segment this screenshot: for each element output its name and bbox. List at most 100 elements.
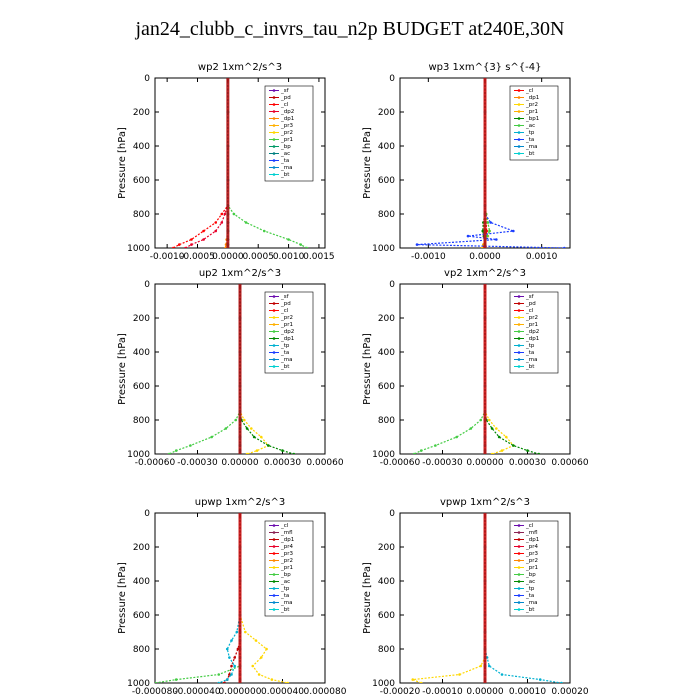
y-tick-label: 1000 bbox=[127, 450, 150, 460]
x-tick-label: -0.00020 bbox=[380, 687, 421, 697]
data-point bbox=[434, 444, 437, 447]
legend-marker bbox=[272, 524, 276, 527]
y-tick-label: 800 bbox=[378, 645, 395, 655]
legend-label: _ma bbox=[525, 357, 537, 363]
panel-title: vp2 1xm^2/s^3 bbox=[444, 268, 526, 279]
y-tick-label: 200 bbox=[133, 314, 150, 324]
panel-title: up2 1xm^2/s^3 bbox=[199, 268, 281, 279]
data-point bbox=[228, 656, 231, 659]
legend-label: _pr1 bbox=[525, 565, 538, 571]
x-tick-label: 0.0005 bbox=[242, 252, 274, 262]
data-point bbox=[242, 418, 246, 422]
legend-label: _pr1 bbox=[280, 565, 293, 571]
legend-label: _bp bbox=[280, 144, 291, 150]
legend-label: _cl bbox=[280, 308, 289, 314]
legend-marker bbox=[272, 302, 276, 305]
legend-marker bbox=[517, 545, 521, 548]
legend-label: _ac bbox=[280, 151, 290, 157]
legend-marker bbox=[517, 594, 521, 597]
data-point bbox=[177, 243, 181, 246]
data-point bbox=[479, 664, 483, 668]
x-tick-label: -0.00060 bbox=[135, 458, 176, 468]
y-tick-label: 600 bbox=[378, 176, 395, 186]
data-point bbox=[190, 243, 193, 246]
chart-panel-3: up2 1xm^2/s^3 0 200 400 600 800 1000 Pressure [… bbox=[117, 268, 344, 468]
y-tick-label: 0 bbox=[144, 509, 150, 519]
series-group bbox=[171, 78, 309, 248]
data-point bbox=[225, 678, 229, 681]
data-point bbox=[184, 246, 187, 248]
data-point bbox=[466, 234, 470, 238]
y-tick-label: 0 bbox=[144, 280, 150, 290]
data-point bbox=[497, 435, 501, 439]
legend-marker bbox=[272, 110, 276, 113]
legend-label: _pr3 bbox=[525, 551, 539, 557]
legend-label: _pr4 bbox=[280, 544, 294, 550]
data-point bbox=[244, 630, 247, 634]
legend-label: _ta bbox=[280, 158, 289, 164]
legend-label: _tp bbox=[525, 586, 535, 592]
data-point bbox=[286, 681, 290, 683]
chart-panel-1: wp2 1xm^2/s^3 0 200 400 600 800 1000 Pressure [… bbox=[117, 62, 335, 262]
series-group bbox=[155, 513, 290, 683]
series-line-pr1 bbox=[412, 513, 486, 683]
legend-label: _cl bbox=[525, 523, 534, 529]
data-point bbox=[287, 238, 290, 241]
y-tick-label: 400 bbox=[378, 348, 395, 358]
data-point bbox=[265, 647, 268, 651]
y-tick-label: 600 bbox=[133, 382, 150, 392]
legend-marker bbox=[272, 545, 276, 548]
data-point bbox=[488, 229, 491, 233]
series-line-cl bbox=[172, 78, 229, 248]
legend-label: _bp bbox=[280, 572, 291, 578]
data-point bbox=[262, 229, 266, 233]
legend-marker bbox=[517, 587, 521, 590]
data-point bbox=[202, 238, 205, 241]
legend-label: _tp bbox=[525, 130, 535, 136]
data-point bbox=[245, 427, 249, 430]
legend-marker bbox=[272, 587, 276, 590]
y-tick-label: 600 bbox=[133, 176, 150, 186]
legend-marker bbox=[272, 580, 276, 583]
data-point bbox=[526, 449, 529, 452]
legend-marker bbox=[272, 316, 276, 319]
legend-marker bbox=[272, 117, 276, 120]
data-point bbox=[233, 656, 236, 659]
legend-label: _sf bbox=[525, 294, 535, 300]
data-point bbox=[489, 221, 492, 224]
legend-marker bbox=[517, 538, 521, 541]
y-axis-label: Pressure [hPa] bbox=[117, 333, 128, 405]
legend-marker bbox=[517, 524, 521, 527]
legend-marker bbox=[272, 358, 276, 361]
x-tick-label: 0.000080 bbox=[304, 687, 347, 697]
data-point bbox=[220, 212, 224, 216]
data-point bbox=[230, 664, 233, 668]
legend-marker bbox=[517, 330, 521, 333]
data-point bbox=[512, 444, 515, 447]
data-point bbox=[485, 234, 489, 238]
data-point bbox=[223, 212, 227, 216]
legend-label: _ac bbox=[525, 579, 535, 585]
legend-label: _ta bbox=[525, 593, 534, 599]
figure-title: jan24_clubb_c_invrs_tau_n2p BUDGET at240… bbox=[135, 18, 565, 40]
x-tick-label: -0.000080 bbox=[132, 687, 178, 697]
y-axis-label: Pressure [hPa] bbox=[362, 333, 373, 405]
data-point bbox=[486, 221, 490, 224]
y-tick-label: 200 bbox=[133, 108, 150, 118]
legend-marker bbox=[517, 295, 521, 298]
legend-label: _tp bbox=[280, 586, 290, 592]
x-tick-label: 0.0010 bbox=[526, 252, 558, 262]
y-tick-label: 400 bbox=[133, 348, 150, 358]
series-line-tp bbox=[484, 513, 562, 683]
data-point bbox=[235, 630, 239, 634]
legend-marker bbox=[272, 559, 276, 562]
x-tick-label: 0.00000 bbox=[221, 458, 258, 468]
legend-label: _dp2 bbox=[280, 109, 294, 115]
legend-marker bbox=[272, 573, 276, 576]
legend-label: _ta bbox=[525, 137, 534, 143]
legend-label: _pr4 bbox=[525, 544, 539, 550]
legend-marker bbox=[272, 131, 276, 134]
legend-marker bbox=[517, 580, 521, 583]
series-group bbox=[415, 78, 566, 248]
data-point bbox=[232, 212, 236, 216]
